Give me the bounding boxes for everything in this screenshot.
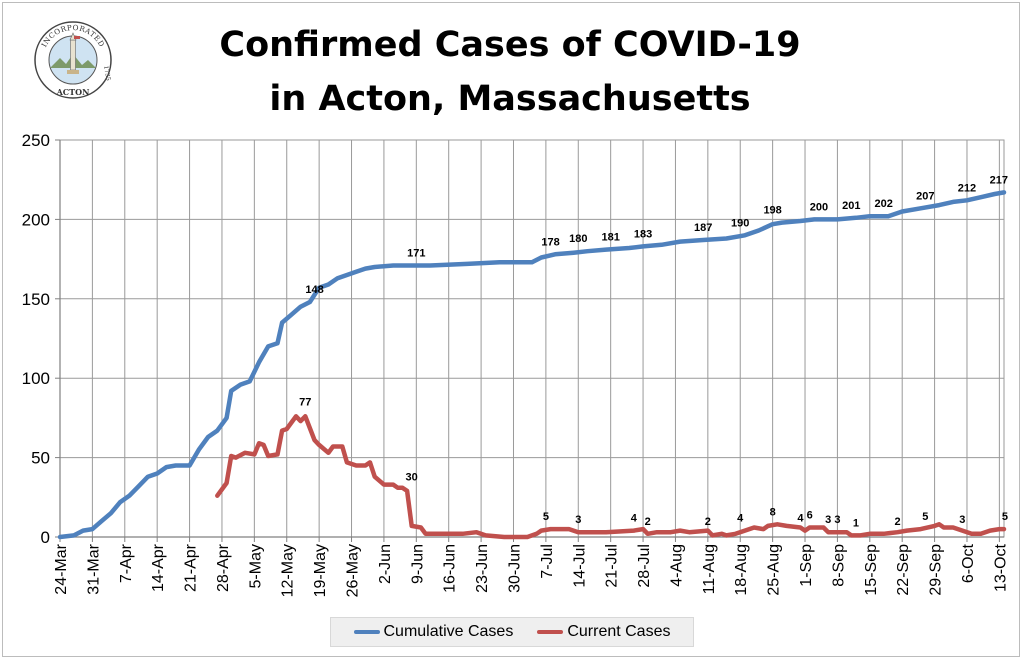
y-tick-label: 200 [22,210,50,229]
data-label-cumulative: 200 [810,201,828,213]
data-label-current: 3 [959,514,965,526]
seal-town-name: ACTON [56,87,90,97]
x-tick-label: 25-Aug [766,544,783,596]
y-tick-label: 150 [22,290,50,309]
data-label-current: 5 [922,511,928,523]
x-tick-label: 6-Oct [960,543,977,583]
series-line-cumulative [57,190,1007,540]
data-label-current: 8 [770,506,776,518]
x-tick-label: 30-Jun [506,544,523,593]
x-tick-label: 8-Sep [830,544,847,587]
x-tick-label: 18-Aug [733,544,750,596]
y-tick-label: 100 [22,369,50,388]
data-label-cumulative: 183 [634,228,652,240]
data-label-cumulative: 190 [731,217,749,229]
data-label-cumulative: 207 [916,190,934,202]
data-label-current: 5 [1002,511,1008,523]
x-tick-label: 7-Jul [539,544,556,579]
title-line-2: in Acton, Massachusetts [269,79,751,119]
data-label-cumulative: 178 [541,236,559,248]
data-label-current: 3 [575,514,581,526]
x-tick-label: 29-Sep [928,544,945,596]
legend-swatch-current [537,630,564,634]
data-label-current: 2 [705,516,711,528]
x-tick-label: 19-May [312,544,329,597]
legend-label-current: Current Cases [567,623,671,640]
x-tick-label: 15-Sep [863,544,880,596]
y-tick-label: 250 [22,131,50,150]
data-label-current: 2 [645,516,651,528]
legend-label-cumulative: Cumulative Cases [383,623,514,640]
data-label-cumulative: 212 [958,182,976,194]
data-label-current: 77 [299,397,311,409]
legend-item-cumulative: Cumulative Cases [353,623,514,641]
data-label-cumulative: 148 [305,284,323,296]
data-label-cumulative: 198 [763,205,781,217]
x-tick-label: 11-Aug [701,544,718,594]
data-label-current: 6 [807,509,813,521]
x-tick-label: 9-Jun [409,544,426,584]
data-label-current: 4 [631,513,638,525]
chart-grid [59,139,1005,538]
x-tick-label: 21-Apr [183,543,200,592]
x-tick-label: 31-Mar [85,543,102,594]
x-tick-label: 13-Oct [992,543,1009,592]
plot-area [59,139,1005,538]
x-tick-label: 7-Apr [118,543,135,583]
x-tick-label: 5-May [247,544,264,588]
x-tick-label: 22-Sep [895,544,912,596]
x-tick-label: 28-Apr [215,543,232,592]
data-label-current: 4 [737,513,744,525]
x-tick-label: 14-Jul [571,544,588,588]
seal-year: 1735 [102,65,112,81]
data-label-current: 1 [853,517,859,529]
legend-item-current: Current Cases [537,623,670,641]
data-label-current: 30 [406,471,418,483]
data-label-cumulative: 202 [875,198,893,210]
data-label-cumulative: 187 [694,222,712,234]
x-tick-label: 28-Jul [636,544,653,588]
data-label-cumulative: 181 [601,232,619,244]
x-tick-label: 23-Jun [474,544,491,593]
data-label-current: 2 [895,516,901,528]
town-seal-logo: INCORPORATED 1735 ACTON [34,21,112,99]
data-label-current: 4 [797,513,804,525]
data-label-cumulative: 217 [990,174,1008,186]
data-label-current: 5 [543,511,549,523]
chart-title: Confirmed Cases of COVID-19 in Acton, Ma… [160,18,860,126]
x-tick-label: 12-May [280,544,297,597]
x-tick-label: 14-Apr [150,543,167,592]
data-label-cumulative: 171 [407,247,425,259]
chart-legend: Cumulative Cases Current Cases [330,617,694,647]
series-line-current [215,414,1007,540]
x-tick-label: 2-Jun [377,544,394,584]
x-tick-label: 1-Sep [798,544,815,587]
data-label-current: 3 [825,514,831,526]
data-label-current: 3 [834,514,840,526]
title-line-1: Confirmed Cases of COVID-19 [219,25,801,65]
data-label-cumulative: 180 [569,233,587,245]
x-tick-label: 4-Aug [668,544,685,587]
legend-swatch-cumulative [353,630,380,634]
y-tick-label: 50 [31,449,50,468]
x-tick-label: 21-Jul [604,544,621,588]
y-tick-label: 0 [41,528,50,547]
x-tick-label: 16-Jun [442,544,459,593]
chart-series [57,190,1007,540]
x-tick-label: 24-Mar [53,543,70,594]
data-label-cumulative: 201 [842,200,860,212]
x-tick-label: 26-May [345,544,362,597]
